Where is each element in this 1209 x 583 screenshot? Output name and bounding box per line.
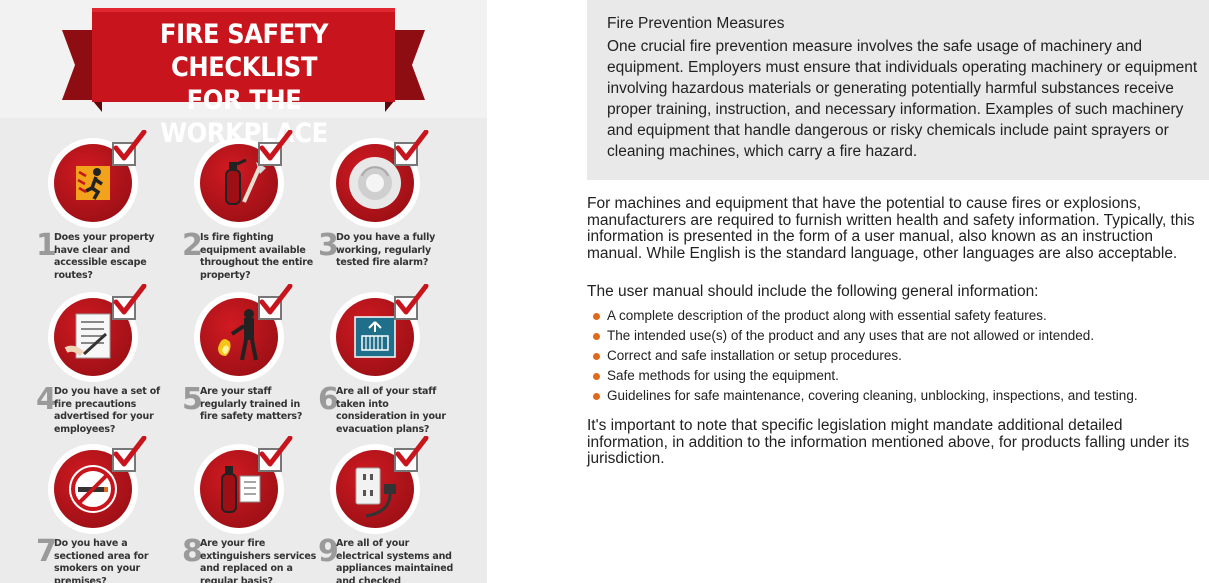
item-question: Does your property have clear and access… [54, 232, 155, 281]
checkmark-icon [113, 130, 147, 161]
title-ribbon [62, 8, 425, 112]
item-number: 7 [36, 534, 57, 569]
checklist-item-3: 3 Do you have a fully working, regularly… [318, 130, 478, 286]
item-number: 6 [318, 382, 339, 417]
checkmark-icon [395, 130, 429, 161]
list-item: Guidelines for safe maintenance, coverin… [593, 388, 1193, 408]
checklist-item-5: 5 Are your staff regularly trained in fi… [182, 284, 342, 440]
item-number: 8 [182, 534, 203, 569]
checkmark-icon [113, 284, 147, 315]
item-question: Do you have a sectioned area for smokers… [54, 538, 149, 583]
list-item: A complete description of the product al… [593, 308, 1193, 328]
item-question: Is fire fighting equipment available thr… [200, 232, 313, 281]
bullet-dot [593, 373, 600, 380]
checklist-item-4: 4 Do you have a set of fire precautions … [36, 284, 196, 440]
checklist-item-9: 9 Are all of your electrical systems and… [318, 436, 478, 583]
item-question: Do you have a set of fire precautions ad… [54, 386, 160, 435]
item-question: Are your staff regularly trained in fire… [200, 386, 303, 422]
paragraph-manufacturer-info: For machines and equipment that have the… [587, 195, 1195, 262]
manual-requirements-list: A complete description of the product al… [593, 308, 1193, 408]
callout-body: One crucial fire prevention measure invo… [607, 38, 1198, 160]
checklist-item-2: 2 Is fire fighting equipment available t… [182, 130, 342, 286]
bullet-dot [593, 393, 600, 400]
paragraph-manual-intro: The user manual should include the follo… [587, 283, 1039, 300]
checklist-item-8: 8 Are your fire extinguishers services a… [182, 436, 342, 583]
bullet-dot [593, 333, 600, 340]
item-question: Are your fire extinguishers services and… [200, 538, 317, 583]
item-number: 3 [318, 228, 339, 263]
list-item-text: Correct and safe installation or setup p… [607, 348, 902, 363]
smoke-alarm-icon [336, 144, 414, 222]
checkmark-icon [259, 284, 293, 315]
checkmark-icon [259, 436, 293, 467]
list-item-text: The intended use(s) of the product and a… [607, 328, 1095, 343]
bullet-dot [593, 353, 600, 360]
item-question: Do you have a fully working, regularly t… [336, 232, 436, 268]
item-number: 2 [182, 228, 203, 263]
checklist-item-1: 1 Does your property have clear and acce… [36, 130, 196, 286]
checklist-item-6: 6 Are all of your staff taken into consi… [318, 284, 478, 440]
checkmark-icon [395, 436, 429, 467]
callout-title: Fire Prevention Measures [607, 15, 785, 32]
checkmark-icon [259, 130, 293, 161]
bullet-dot [593, 313, 600, 320]
item-number: 1 [36, 228, 57, 263]
paragraph-legislation-note: It's important to note that specific leg… [587, 417, 1190, 467]
checklist-item-7: 7 Do you have a sectioned area for smoke… [36, 436, 196, 583]
item-number: 5 [182, 382, 203, 417]
list-item-text: Safe methods for using the equipment. [607, 368, 839, 383]
title-line-1: FIRE SAFETY CHECKLIST [159, 19, 329, 83]
checkmark-icon [395, 284, 429, 315]
checkmark-icon [113, 436, 147, 467]
list-item: Correct and safe installation or setup p… [593, 348, 1193, 368]
item-question: Are all of your staff taken into conside… [336, 386, 446, 435]
infographic-title: FIRE SAFETY CHECKLIST FOR THE WORKPLACE [105, 18, 382, 150]
list-item: Safe methods for using the equipment. [593, 368, 1193, 388]
list-item: The intended use(s) of the product and a… [593, 328, 1193, 348]
list-item-text: Guidelines for safe maintenance, coverin… [607, 388, 1138, 403]
fire-safety-infographic: FIRE SAFETY CHECKLIST FOR THE WORKPLACE … [0, 0, 487, 583]
fire-prevention-callout: Fire Prevention Measures One crucial fir… [587, 0, 1209, 180]
item-number: 9 [318, 534, 339, 569]
item-number: 4 [36, 382, 57, 417]
list-item-text: A complete description of the product al… [607, 308, 1047, 323]
item-question: Are all of your electrical systems and a… [336, 538, 454, 583]
